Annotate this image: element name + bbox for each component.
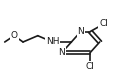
Text: N: N — [59, 48, 65, 57]
Text: NH: NH — [46, 37, 59, 47]
Text: N: N — [77, 27, 84, 36]
Text: O: O — [11, 31, 18, 40]
Text: Cl: Cl — [99, 19, 108, 28]
Text: Cl: Cl — [86, 62, 95, 71]
